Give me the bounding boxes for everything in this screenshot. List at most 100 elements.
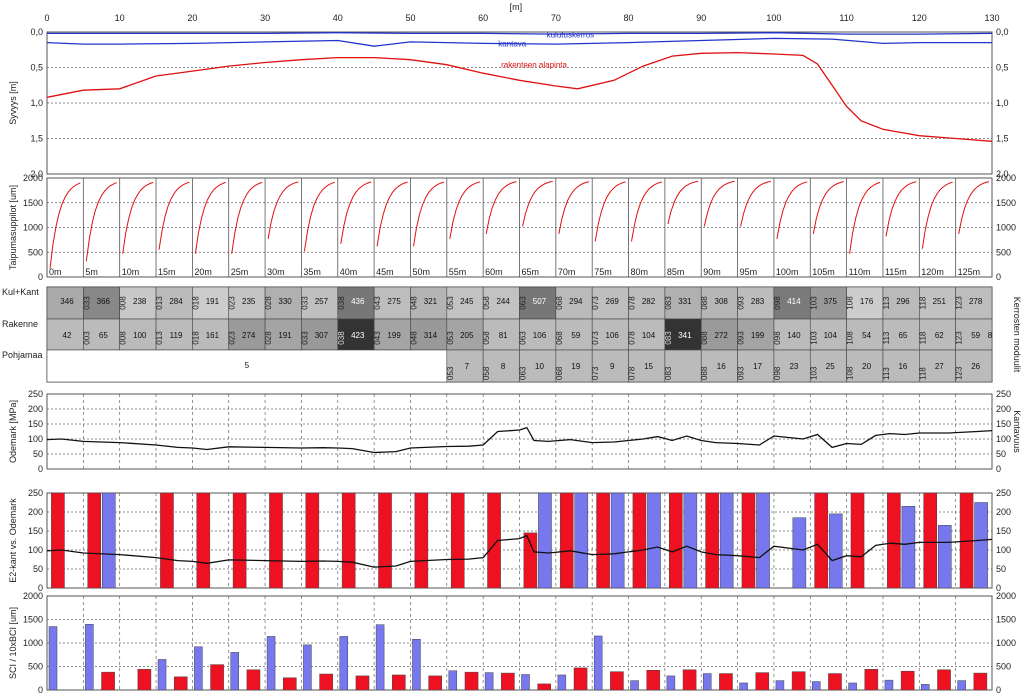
depth-ylabel: Syvyys [m] (8, 81, 18, 125)
module-thickness-mid: 123 (955, 331, 964, 345)
e2-bar-blue (756, 492, 770, 589)
e2-bar-blue (828, 513, 843, 589)
module-thickness-top: 023 (228, 296, 237, 310)
sci-bar-blue (375, 624, 385, 691)
module-thickness-top: 078 (628, 296, 637, 310)
sci-bar-blue (666, 675, 676, 691)
module-cell-bottom (773, 349, 811, 383)
module-cell-top (519, 286, 557, 320)
module-cell-bottom (846, 349, 884, 383)
sci-bar-blue (921, 684, 930, 691)
module-thickness-top: 093 (737, 296, 746, 310)
e2-bar-red (305, 492, 320, 589)
basin-label: 110m (849, 267, 871, 277)
module-thickness-mid: 078 (628, 331, 637, 345)
sci-bar-blue (412, 638, 421, 691)
sci-ytick-right: 2000 (996, 591, 1016, 601)
x-tick-label: 10 (115, 13, 125, 23)
deflection-basin-curve (413, 181, 444, 247)
depth-ytick-right: 1,5 (996, 134, 1009, 144)
module-value-top: 269 (606, 297, 620, 306)
deflection-basin-curve (485, 181, 517, 234)
e2-panel (46, 492, 993, 589)
module-value-top: 436 (351, 297, 365, 306)
module-thickness-mid: 083 (664, 331, 673, 345)
sci-bar-red (610, 671, 624, 691)
module-cell-bottom-first (46, 349, 448, 383)
module-cell-mid (446, 318, 484, 351)
module-thickness-top: 083 (664, 296, 673, 310)
e2-bar-red (87, 492, 102, 589)
e2-bar-blue (647, 492, 661, 589)
module-row-label-1: Kul+Kant (2, 287, 39, 297)
e2-ytick-left: 200 (28, 507, 43, 517)
basin-label: 55m (449, 267, 467, 277)
module-value-mid: 100 (133, 331, 147, 340)
module-thickness-mid: 053 (446, 331, 455, 345)
e2-bar-blue (574, 492, 589, 589)
e2-bar-red (414, 492, 429, 589)
modules-right-label: Kerrosten moduulit (1012, 297, 1022, 373)
module-thickness-mid: 018 (191, 331, 200, 345)
basin-label: 65m (522, 267, 540, 277)
module-thickness-bottom: 093 (737, 366, 746, 380)
basin-label: 105m (812, 267, 835, 277)
deflection-ytick-right: 500 (996, 247, 1011, 257)
deflection-basin-curve (776, 181, 808, 239)
module-thickness-mid: 098 (773, 331, 782, 345)
module-value-top: 296 (896, 297, 910, 306)
module-thickness-top: 018 (191, 296, 200, 310)
module-cell-mid (119, 318, 157, 351)
deflection-basin-curve (631, 181, 663, 242)
e2-bar-blue (901, 506, 916, 589)
module-thickness-top: 108 (846, 296, 855, 310)
module-cell-mid (664, 318, 702, 351)
depth-series-line (46, 37, 992, 47)
module-value-mid: 65 (99, 331, 108, 340)
module-cell-mid (628, 318, 666, 351)
odemark-ytick-right: 0 (996, 464, 1001, 474)
sci-bar-blue (194, 646, 203, 691)
depth-series-line (46, 51, 993, 142)
module-thickness-top: 123 (955, 296, 964, 310)
e2-bar-blue (610, 492, 625, 589)
module-value-mid: 199 (751, 331, 765, 340)
basin-label: 60m (485, 267, 503, 277)
sci-bar-red (283, 677, 297, 691)
e2-bar-blue (719, 492, 734, 589)
module-value-top: 294 (569, 297, 583, 306)
module-thickness-bottom: 058 (482, 366, 491, 380)
e2-odemark-line (46, 534, 993, 568)
sci-bar-blue (848, 682, 857, 691)
module-value-top: 245 (460, 297, 474, 306)
module-thickness-mid: 003 (82, 331, 91, 345)
deflection-basin-curve (376, 181, 408, 247)
module-thickness-mid: 103 (809, 331, 818, 345)
deflection-basin-curve (85, 182, 117, 262)
module-thickness-mid: 048 (409, 331, 418, 345)
sci-bar-blue (230, 652, 239, 691)
module-value-top: 321 (424, 297, 438, 306)
module-value-mid: 106 (606, 331, 620, 340)
module-cell-bottom (664, 349, 702, 383)
module-thickness-bottom: 123 (955, 366, 964, 380)
e2-ytick-left: 100 (28, 545, 43, 555)
deflection-basin-curve (158, 181, 190, 250)
module-cell-bottom (700, 349, 738, 383)
module-value-bottom: 17 (753, 362, 762, 371)
e2-bar-red (923, 492, 938, 589)
sci-bar-red (173, 676, 188, 691)
basin-label: 10m (122, 267, 140, 277)
depth-ytick-left: 1,5 (30, 134, 43, 144)
sci-bar-red (900, 670, 915, 691)
module-cell-top (955, 286, 993, 320)
module-thickness-top: 118 (918, 296, 927, 309)
module-thickness-bottom: 078 (628, 366, 637, 380)
sci-bar-blue (339, 636, 349, 691)
sci-ytick-left: 1500 (23, 615, 43, 625)
module-thickness-mid: 108 (846, 331, 855, 345)
basin-label: 30m (267, 267, 285, 277)
sci-bar-red (355, 675, 370, 691)
module-value-mid: 62 (935, 331, 944, 340)
e2-bar-red (196, 492, 211, 589)
